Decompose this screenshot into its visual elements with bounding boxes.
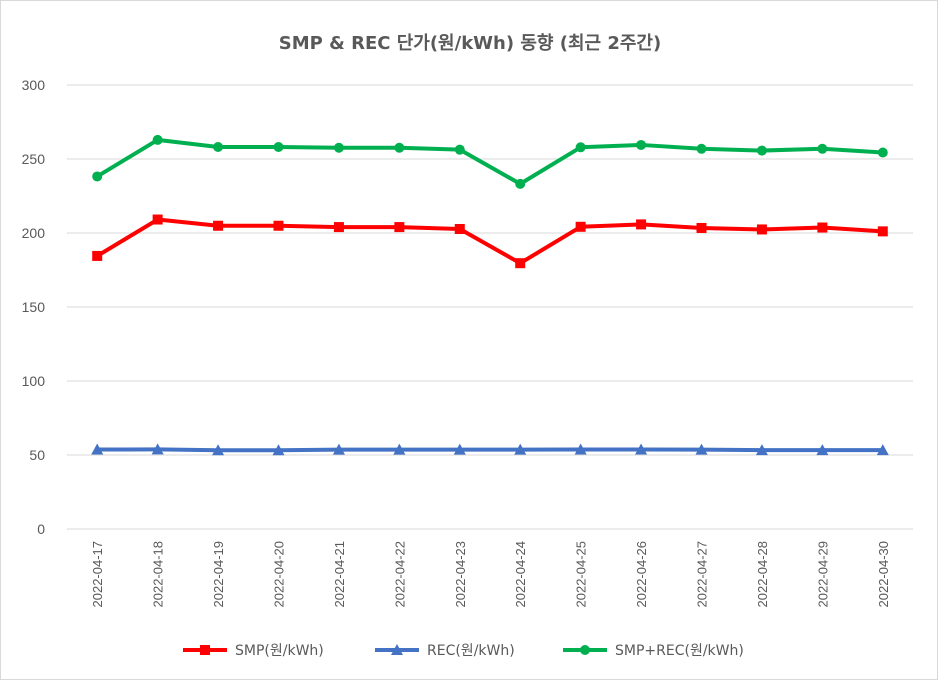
x-tick-label: 2022-04-20 — [272, 541, 287, 608]
series-line — [95, 217, 885, 266]
y-tick-label: 150 — [22, 299, 46, 315]
data-point — [333, 142, 344, 153]
data-point — [453, 443, 466, 455]
data-point — [273, 142, 284, 153]
data-point — [636, 219, 647, 230]
x-tick-label: 2022-04-24 — [513, 541, 528, 608]
y-tick-label: 200 — [22, 225, 46, 241]
gridlines — [67, 84, 913, 530]
legend-marker — [200, 645, 210, 655]
y-axis-ticks: 0 50 100 150 200 250 300 — [22, 77, 46, 537]
series-0 — [92, 214, 888, 269]
data-point — [756, 145, 767, 156]
legend-label: REC(원/kWh) — [427, 643, 515, 659]
data-point — [817, 143, 828, 154]
data-point — [454, 144, 465, 155]
x-axis-ticks: 2022-04-17 2022-04-18 2022-04-19 2022-04-20… — [90, 541, 891, 608]
data-point — [332, 443, 345, 455]
data-point — [394, 222, 405, 233]
data-point — [151, 443, 164, 455]
data-point — [213, 220, 224, 231]
data-point — [454, 224, 465, 235]
data-point — [152, 134, 163, 145]
x-tick-label: 2022-04-26 — [634, 541, 649, 608]
x-tick-label: 2022-04-29 — [815, 541, 830, 608]
series-1 — [91, 443, 889, 456]
x-tick-label: 2022-04-30 — [876, 541, 891, 608]
data-point — [635, 443, 648, 455]
data-point — [876, 444, 889, 456]
data-point — [272, 444, 285, 456]
x-tick-label: 2022-04-22 — [392, 541, 407, 608]
data-point — [91, 443, 104, 455]
y-tick-label: 100 — [22, 373, 46, 389]
legend-item: SMP+REC(원/kWh) — [563, 643, 744, 659]
x-tick-label: 2022-04-17 — [90, 541, 105, 608]
series-line — [95, 447, 885, 453]
y-tick-label: 50 — [29, 447, 45, 463]
data-point — [817, 222, 828, 233]
y-tick-label: 250 — [22, 151, 46, 167]
data-point — [636, 139, 647, 150]
data-point — [756, 224, 767, 235]
y-tick-label: 0 — [37, 521, 45, 537]
legend-item: SMP(원/kWh) — [183, 643, 324, 659]
data-point — [575, 142, 586, 153]
data-point — [514, 443, 527, 455]
legend-item: REC(원/kWh) — [375, 643, 515, 659]
x-tick-label: 2022-04-28 — [755, 541, 770, 608]
series-2 — [92, 134, 888, 189]
x-tick-label: 2022-04-18 — [151, 541, 166, 608]
data-point — [696, 222, 707, 233]
data-point — [213, 142, 224, 153]
data-point — [92, 250, 103, 261]
data-point — [394, 142, 405, 153]
legend-marker — [580, 645, 590, 655]
data-point — [695, 443, 708, 455]
y-tick-label: 300 — [22, 77, 46, 93]
data-point — [877, 147, 888, 158]
series-line — [95, 137, 885, 186]
legend-marker — [391, 644, 403, 655]
x-tick-label: 2022-04-21 — [332, 541, 347, 608]
data-point — [92, 171, 103, 182]
data-point — [696, 143, 707, 154]
data-point — [574, 443, 587, 455]
data-point — [152, 214, 163, 225]
legend-label: SMP(원/kWh) — [235, 643, 324, 659]
legend-label: SMP+REC(원/kWh) — [615, 643, 744, 659]
x-tick-label: 2022-04-27 — [695, 541, 710, 608]
x-tick-label: 2022-04-23 — [453, 541, 468, 608]
series-lines — [91, 134, 889, 456]
chart-title: SMP & REC 단가(원/kWh) 동향 (최근 2주간) — [279, 33, 661, 54]
data-point — [816, 444, 829, 456]
data-point — [212, 444, 225, 456]
data-point — [273, 220, 284, 231]
data-point — [755, 444, 768, 456]
data-point — [515, 178, 526, 189]
legend: SMP(원/kWh) REC(원/kWh) SMP+REC(원/kWh) — [183, 643, 744, 659]
data-point — [333, 222, 344, 233]
data-point — [393, 443, 406, 455]
data-point — [877, 226, 888, 237]
x-tick-label: 2022-04-19 — [211, 541, 226, 608]
data-point — [575, 221, 586, 232]
x-tick-label: 2022-04-25 — [574, 541, 589, 608]
data-point — [515, 258, 526, 269]
